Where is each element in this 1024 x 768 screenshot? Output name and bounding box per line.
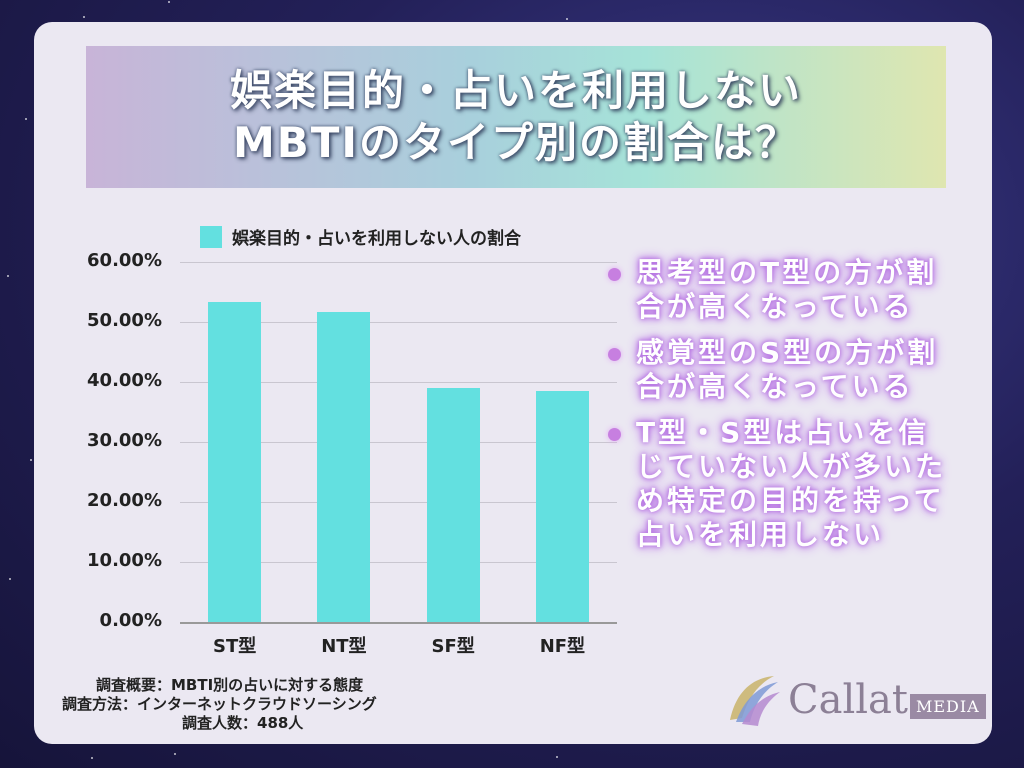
note-text: 思考型のT型の方が割合が高くなっている bbox=[636, 256, 938, 323]
x-tick-label: SF型 bbox=[431, 636, 475, 657]
y-tick-label: 50.00% bbox=[87, 310, 162, 331]
star bbox=[555, 756, 558, 759]
survey-summary: 調査概要：MBTI別の占いに対する態度 bbox=[96, 676, 364, 694]
legend-swatch bbox=[200, 225, 222, 248]
note-item: 思考型のT型の方が割合が高くなっている bbox=[600, 256, 960, 324]
y-tick-label: 40.00% bbox=[87, 370, 162, 391]
survey-count: 調査人数：488人 bbox=[182, 714, 304, 732]
note-item: 感覚型のS型の方が割合が高くなっている bbox=[600, 336, 960, 404]
legend-label: 娯楽目的・占いを利用しない人の割合 bbox=[232, 229, 521, 249]
y-tick-label: 10.00% bbox=[87, 550, 162, 571]
star bbox=[7, 274, 10, 277]
survey-method: 調査方法：インターネットクラウドソーシング bbox=[62, 695, 377, 713]
bullet-icon bbox=[608, 348, 621, 361]
bullet-icon bbox=[608, 428, 621, 441]
gridline bbox=[180, 442, 617, 443]
y-tick-label: 60.00% bbox=[87, 250, 162, 271]
gridline bbox=[180, 322, 617, 323]
bullet-icon bbox=[608, 268, 621, 281]
note-text: T型・S型は占いを信じていない人が多いため特定の目的を持って占いを利用しない bbox=[636, 416, 947, 551]
star bbox=[565, 18, 568, 21]
title-banner: 娯楽目的・占いを利用しない MBTIのタイプ別の割合は？ bbox=[86, 46, 946, 188]
logo-wordmark: Callat bbox=[788, 677, 908, 723]
x-tick-label: NT型 bbox=[321, 636, 367, 657]
x-tick-label: ST型 bbox=[213, 636, 257, 657]
callat-media-logo: Callat MEDIA bbox=[722, 672, 986, 728]
note-item: T型・S型は占いを信じていない人が多いため特定の目的を持って占いを利用しない bbox=[600, 416, 960, 552]
logo-swirl-icon bbox=[730, 676, 780, 726]
title-line-1: 娯楽目的・占いを利用しない bbox=[229, 66, 802, 115]
star bbox=[24, 117, 27, 120]
y-tick-label: 30.00% bbox=[87, 430, 162, 451]
title-line-2: MBTIのタイプ別の割合は？ bbox=[232, 118, 800, 167]
note-text: 感覚型のS型の方が割合が高くなっている bbox=[636, 336, 939, 403]
star bbox=[83, 16, 86, 19]
x-axis-line bbox=[180, 622, 617, 624]
bar-4 bbox=[535, 391, 589, 622]
y-tick-label: 20.00% bbox=[87, 490, 162, 511]
gridline bbox=[180, 382, 617, 383]
star bbox=[30, 458, 33, 461]
gridline bbox=[180, 502, 617, 503]
gridline bbox=[180, 262, 617, 263]
bar-3 bbox=[426, 388, 480, 622]
bar-2 bbox=[317, 311, 371, 622]
notes-list: 思考型のT型の方が割合が高くなっている 感覚型のS型の方が割合が高くなっている … bbox=[600, 256, 960, 564]
gridline bbox=[180, 562, 617, 563]
star bbox=[173, 753, 176, 755]
chart-legend: 娯楽目的・占いを利用しない人の割合 bbox=[200, 224, 521, 249]
bar-1 bbox=[208, 302, 262, 622]
x-tick-label: NF型 bbox=[539, 636, 586, 657]
star bbox=[167, 0, 170, 3]
star bbox=[91, 756, 94, 759]
star bbox=[8, 577, 11, 580]
y-tick-label: 0.00% bbox=[99, 610, 162, 631]
logo-badge: MEDIA bbox=[909, 693, 986, 719]
